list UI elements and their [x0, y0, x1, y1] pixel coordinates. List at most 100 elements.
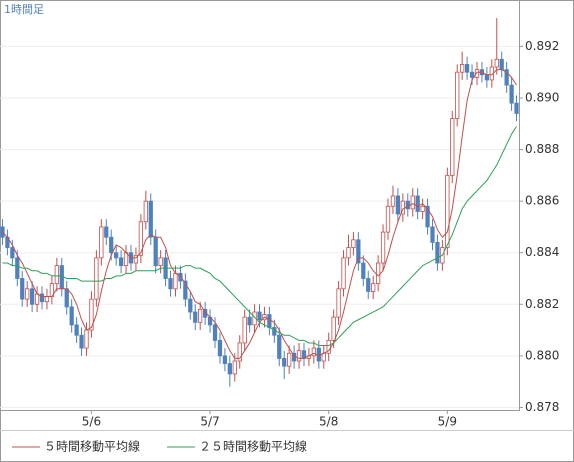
candle-body [460, 64, 465, 73]
candle-body [0, 226, 5, 238]
candle-body [257, 311, 262, 321]
x-tick-label: 5/9 [438, 415, 457, 429]
candle-body [395, 195, 401, 215]
candle-body [346, 247, 351, 259]
candle-body [44, 296, 50, 303]
candle-body [247, 316, 252, 326]
candle-body [193, 311, 198, 323]
candle-body [232, 360, 237, 375]
y-tick-label: 0.888 [525, 142, 559, 156]
candle-body [430, 226, 435, 243]
candle-body [296, 350, 302, 362]
candle-body [10, 247, 15, 259]
legend-label: ５時間移動平均線 [44, 439, 140, 454]
candle-body [158, 257, 163, 266]
candle-body [415, 195, 420, 212]
candle-body [272, 327, 277, 336]
candle-body [104, 226, 109, 238]
candle-body [133, 254, 139, 264]
candle-body [94, 257, 99, 300]
candle-body [356, 239, 361, 264]
candle-body [168, 278, 173, 290]
candle-body [114, 252, 119, 259]
candle-body [237, 342, 242, 362]
candle-body [509, 84, 514, 104]
ma-line [2, 126, 517, 347]
legend-label: ２５時間移動平均線 [199, 439, 307, 454]
candle-body [351, 239, 356, 248]
y-tick-label: 0.892 [525, 39, 559, 53]
candle-body [326, 339, 331, 354]
y-tick-label: 0.890 [525, 90, 559, 104]
candle-body [420, 205, 425, 212]
x-tick-label: 5/7 [200, 415, 219, 429]
candle-body [89, 298, 94, 331]
candle-body [380, 231, 386, 264]
candle-body [464, 64, 470, 73]
candle-body [282, 358, 287, 367]
y-tick-label: 0.878 [525, 400, 559, 414]
x-tick-label: 5/6 [82, 415, 101, 429]
candle-body [242, 316, 247, 344]
candle-body [54, 265, 59, 285]
candle-body [371, 283, 376, 292]
candle-body [267, 314, 272, 328]
candle-body [435, 241, 440, 264]
candle-body [227, 363, 232, 375]
x-tick-label: 5/8 [319, 415, 338, 429]
candle-body [173, 272, 178, 290]
candle-body [366, 278, 371, 292]
candle-body [39, 293, 45, 303]
candle-body [474, 69, 480, 78]
candle-body [212, 324, 218, 341]
candle-body [425, 205, 430, 228]
candle-body [455, 71, 460, 120]
candle-body [484, 74, 490, 81]
candle-body [84, 329, 89, 349]
candle-body [148, 200, 153, 238]
candle-body [287, 352, 292, 367]
candle-body [59, 265, 64, 290]
y-tick-label: 0.880 [525, 348, 559, 362]
y-tick-label: 0.882 [525, 297, 559, 311]
candle-body [118, 257, 124, 266]
candle-body [15, 257, 20, 279]
candle-body [153, 236, 158, 266]
candle-body [178, 272, 183, 282]
y-tick-label: 0.886 [525, 194, 559, 208]
candle-body [183, 280, 188, 300]
candle-body [198, 309, 203, 323]
candle-body [64, 288, 69, 308]
candle-body [29, 288, 35, 305]
candle-body [405, 200, 410, 210]
candle-body [410, 195, 415, 210]
candle-body [514, 102, 519, 114]
candle-body [99, 226, 104, 259]
candle-body [69, 306, 74, 326]
candle-body [34, 293, 40, 305]
candle-body [217, 339, 223, 357]
candle-body [445, 174, 450, 248]
candle-body [375, 262, 381, 285]
candle-body [469, 71, 475, 78]
candle-body [390, 195, 396, 207]
candle-body [336, 288, 341, 318]
chart-title: 1時間足 [4, 3, 44, 16]
plot-frame [0, 0, 520, 411]
candle-body [385, 205, 391, 233]
candle-body [311, 347, 317, 357]
candle-body [277, 334, 282, 359]
candle-body [109, 236, 114, 254]
candle-body [143, 200, 148, 223]
candle-body [494, 58, 499, 68]
candle-body [188, 298, 193, 313]
candle-body [25, 288, 30, 300]
candle-body [138, 221, 144, 256]
candle-body [316, 347, 321, 362]
candle-body [504, 69, 509, 86]
candle-body [222, 355, 228, 364]
candle-body [74, 324, 79, 336]
candle-body [341, 257, 346, 290]
